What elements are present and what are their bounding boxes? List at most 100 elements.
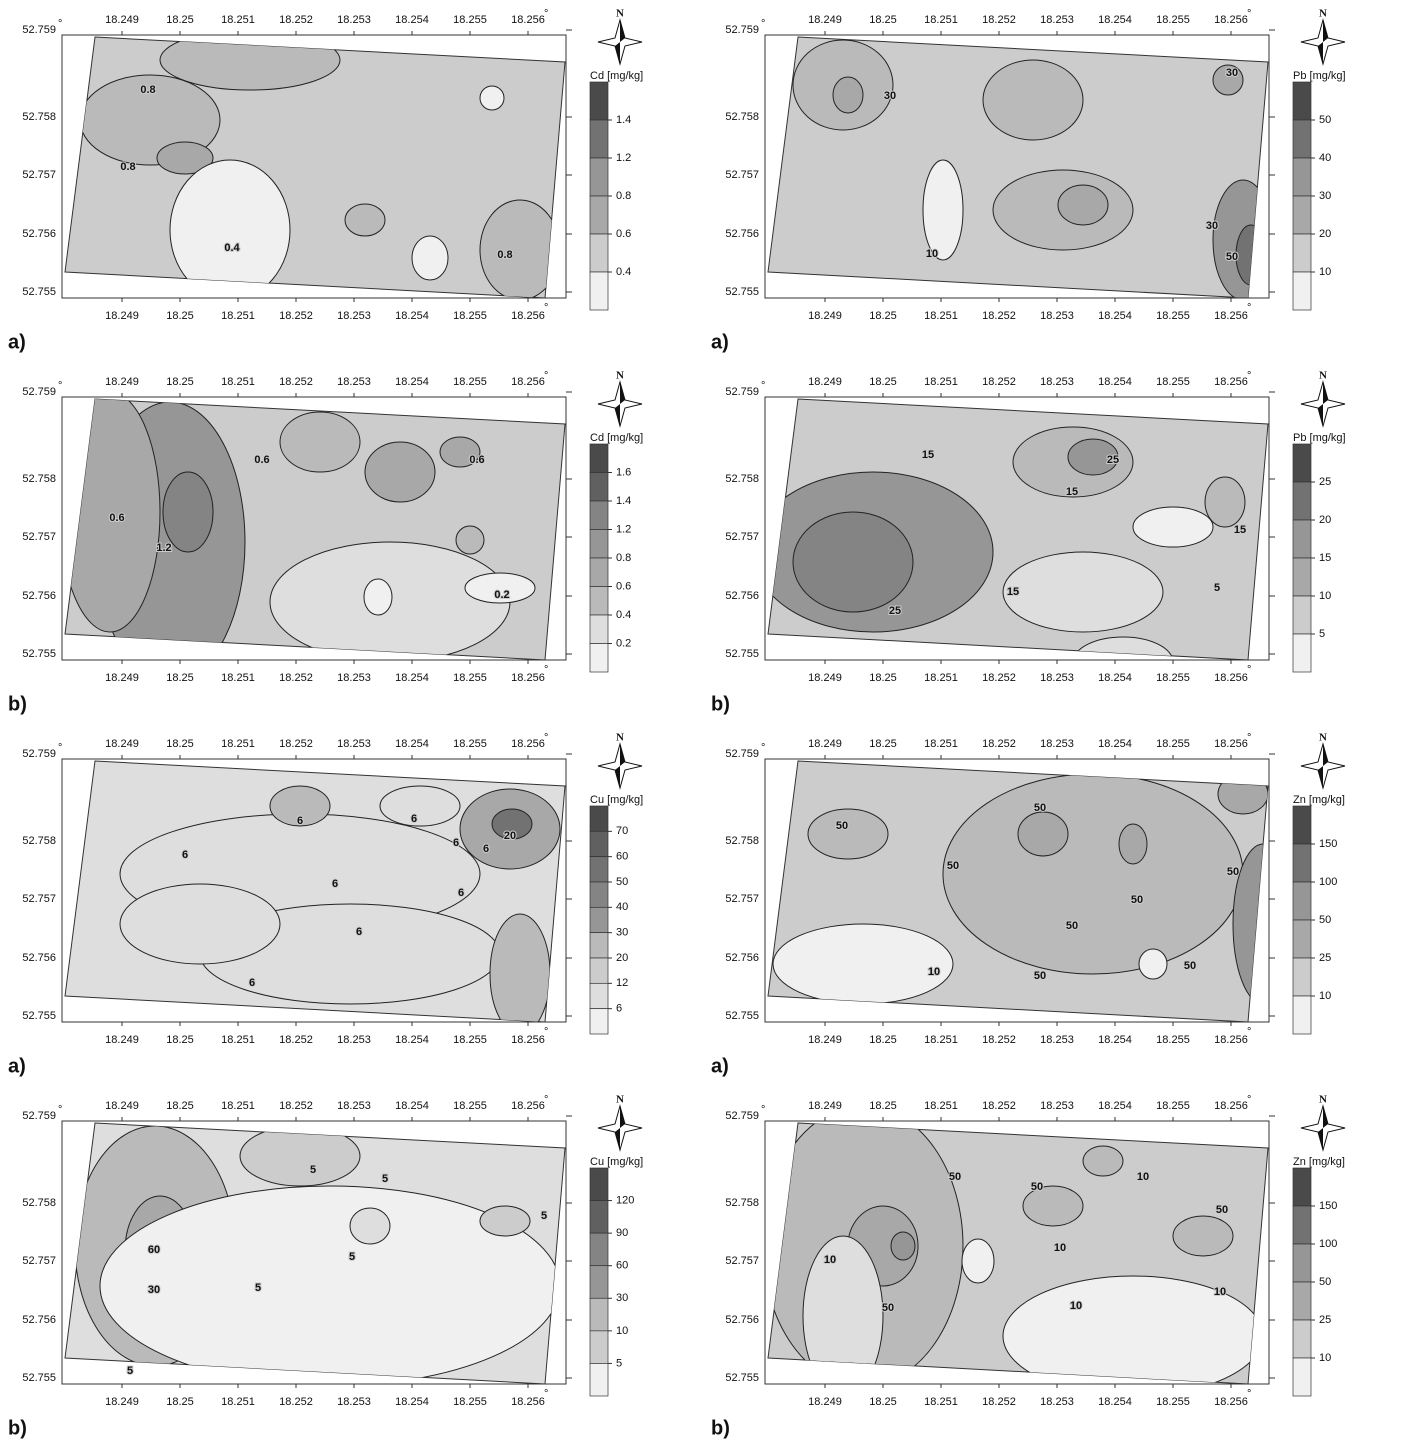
contour-region <box>802 1235 884 1384</box>
contour-region <box>364 441 436 503</box>
x-tick-label: 18.253 <box>1040 1034 1074 1046</box>
contour-label: 5 <box>541 1210 547 1222</box>
legend-swatch <box>1292 157 1312 197</box>
contour-label: 50 <box>836 820 848 832</box>
x-tick-label: 18.255 <box>1156 672 1190 684</box>
x-tick-label: 18.252 <box>279 14 313 26</box>
legend-swatch <box>1292 557 1312 597</box>
legend-swatch <box>1292 995 1312 1035</box>
y-tick-label: 52.759 <box>22 1110 56 1122</box>
x-tick-label: 18.253 <box>337 738 371 750</box>
legend-label: 1.4 <box>616 114 631 126</box>
contour-region <box>942 773 1244 975</box>
contour-region <box>1072 636 1174 660</box>
legend-label: 10 <box>1319 266 1331 278</box>
legend-label: 150 <box>1319 838 1337 850</box>
x-tick-label: 18.251 <box>924 310 958 322</box>
x-tick-label: 18.255 <box>1156 1034 1190 1046</box>
legend-label: 50 <box>1319 1276 1331 1288</box>
contours <box>119 785 561 1022</box>
degree: ° <box>58 18 62 30</box>
legend-swatch <box>589 932 609 959</box>
y-tick-label: 52.759 <box>725 1110 759 1122</box>
x-tick-label: 18.256 <box>511 672 545 684</box>
contours <box>772 773 1268 1005</box>
frame <box>61 1120 567 1385</box>
contour-region <box>379 785 461 827</box>
legend-label: 30 <box>1319 190 1331 202</box>
degree: ° <box>761 380 765 392</box>
contour-label: 50 <box>882 1302 894 1314</box>
legend-swatch <box>1292 805 1312 845</box>
y-tick-label: 52.758 <box>725 111 759 123</box>
y-tick-label: 52.757 <box>725 893 759 905</box>
y-tick-label: 52.758 <box>725 473 759 485</box>
contour-label: 10 <box>928 966 940 978</box>
x-tick-label: 18.255 <box>1156 738 1190 750</box>
degree: ° <box>761 1104 765 1116</box>
contour-label: 10 <box>1070 1300 1082 1312</box>
contour-region <box>159 37 341 91</box>
north-label: N <box>616 8 624 20</box>
contour-region <box>1204 476 1246 528</box>
x-tick-label: 18.252 <box>982 310 1016 322</box>
legend-label: 0.4 <box>616 609 631 621</box>
contour-label: 25 <box>889 605 901 617</box>
x-tick-label: 18.25 <box>869 738 897 750</box>
x-tick-label: 18.253 <box>1040 14 1074 26</box>
north-label: N <box>1319 370 1327 382</box>
legend-swatch <box>589 472 609 502</box>
legend-label: 0.6 <box>616 228 631 240</box>
contours <box>65 399 536 660</box>
legend-swatch <box>1292 919 1312 959</box>
contour-label: 50 <box>1034 802 1046 814</box>
x-tick-label: 18.253 <box>1040 1100 1074 1112</box>
degree: ° <box>1247 1094 1251 1106</box>
x-tick-label: 18.254 <box>1098 1100 1132 1112</box>
legend-label: 25 <box>1319 1314 1331 1326</box>
legend-swatch <box>1292 595 1312 635</box>
x-tick-label: 18.254 <box>395 1034 429 1046</box>
y-tick-label: 52.759 <box>725 386 759 398</box>
x-tick-label: 18.254 <box>395 14 429 26</box>
legend-label: 40 <box>616 901 628 913</box>
degree: ° <box>1247 370 1251 382</box>
x-tick-label: 18.256 <box>1214 376 1248 388</box>
y-tick-label: 52.757 <box>725 169 759 181</box>
contour-label: 6 <box>332 878 338 890</box>
x-tick-label: 18.253 <box>1040 1396 1074 1408</box>
x-tick-label: 18.252 <box>982 1100 1016 1112</box>
x-tick-label: 18.252 <box>279 1396 313 1408</box>
legend-swatch <box>589 1200 609 1234</box>
legend-swatch <box>589 443 609 473</box>
contours <box>768 426 1246 660</box>
legend-label: 10 <box>1319 590 1331 602</box>
contour-region <box>1132 506 1214 548</box>
legend-label: 10 <box>1319 1352 1331 1364</box>
x-tick-label: 18.253 <box>337 672 371 684</box>
frame <box>61 396 567 661</box>
y-tick-label: 52.755 <box>22 648 56 660</box>
y-tick-label: 52.756 <box>22 590 56 602</box>
degree: ° <box>544 302 548 314</box>
legend-swatch <box>589 586 609 616</box>
contour-label: 15 <box>1066 486 1078 498</box>
x-tick-label: 18.253 <box>337 1034 371 1046</box>
x-tick-label: 18.25 <box>166 14 194 26</box>
legend-swatch <box>1292 1205 1312 1245</box>
legend-swatch <box>1292 519 1312 559</box>
map-panel: 18.249 18.249 18.25 18.25 18.251 18.251 18.252… <box>711 370 1346 716</box>
contour-region <box>491 808 533 840</box>
north-arrow-fill <box>1301 20 1328 64</box>
x-tick-label: 18.249 <box>105 14 139 26</box>
y-tick-label: 52.757 <box>725 531 759 543</box>
contour-label: 50 <box>1226 251 1238 263</box>
contour-label: 30 <box>148 1284 160 1296</box>
legend-swatch <box>1292 633 1312 673</box>
legend-label: 120 <box>616 1194 634 1206</box>
y-tick-label: 52.755 <box>22 1010 56 1022</box>
x-tick-label: 18.254 <box>395 376 429 388</box>
legend-label: 12 <box>616 977 628 989</box>
y-tick-label: 52.755 <box>22 1372 56 1384</box>
legend-swatch <box>589 529 609 559</box>
